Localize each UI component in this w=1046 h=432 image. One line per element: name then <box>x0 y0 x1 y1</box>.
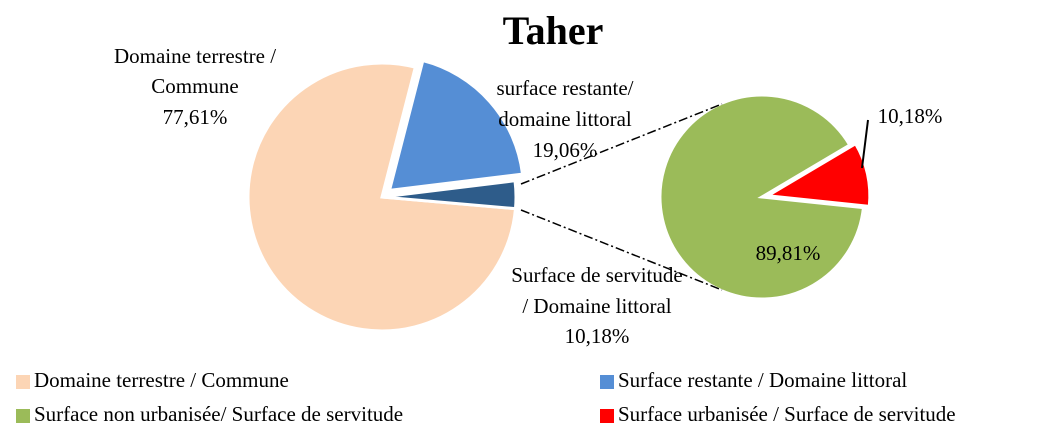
slice-label: Domaine terrestre / <box>114 44 276 68</box>
legend-swatch <box>16 409 30 423</box>
slice-label: 19,06% <box>533 138 598 162</box>
slice-label: Surface de servitude <box>511 263 682 287</box>
connector <box>520 209 723 291</box>
legend-swatch <box>16 375 30 389</box>
slice-label: 77,61% <box>163 105 228 129</box>
pie-slice <box>381 179 518 211</box>
pie-slice <box>763 141 872 209</box>
slice-label: / Domaine littoral <box>522 294 671 318</box>
legend-label: Domaine terrestre / Commune <box>34 368 289 392</box>
slice-label: 10,18% <box>565 324 630 348</box>
legend-swatch <box>600 409 614 423</box>
pie-slice <box>246 61 518 333</box>
pies <box>246 58 872 333</box>
leader-line <box>861 119 869 169</box>
connector <box>520 103 723 185</box>
legend-label: Surface urbanisée / Surface de servitude <box>618 402 956 426</box>
legend-label: Surface restante / Domaine littoral <box>618 368 907 392</box>
slice-label: domaine littoral <box>498 107 632 131</box>
legend-label: Surface non urbanisée/ Surface de servit… <box>34 402 403 426</box>
pie-slice <box>387 58 525 193</box>
slice-label: 10,18% <box>878 104 943 128</box>
slice-label: 89,81% <box>756 241 821 265</box>
legend: Domaine terrestre / Commune Surface resta… <box>16 368 956 426</box>
legend-swatch <box>600 375 614 389</box>
slice-label: surface restante/ <box>496 76 633 100</box>
pie-slice <box>658 93 866 301</box>
main-labels: Domaine terrestre / Commune 77,61% surfa… <box>114 44 683 348</box>
slice-label: Commune <box>151 74 239 98</box>
chart-title: Taher <box>503 8 604 53</box>
